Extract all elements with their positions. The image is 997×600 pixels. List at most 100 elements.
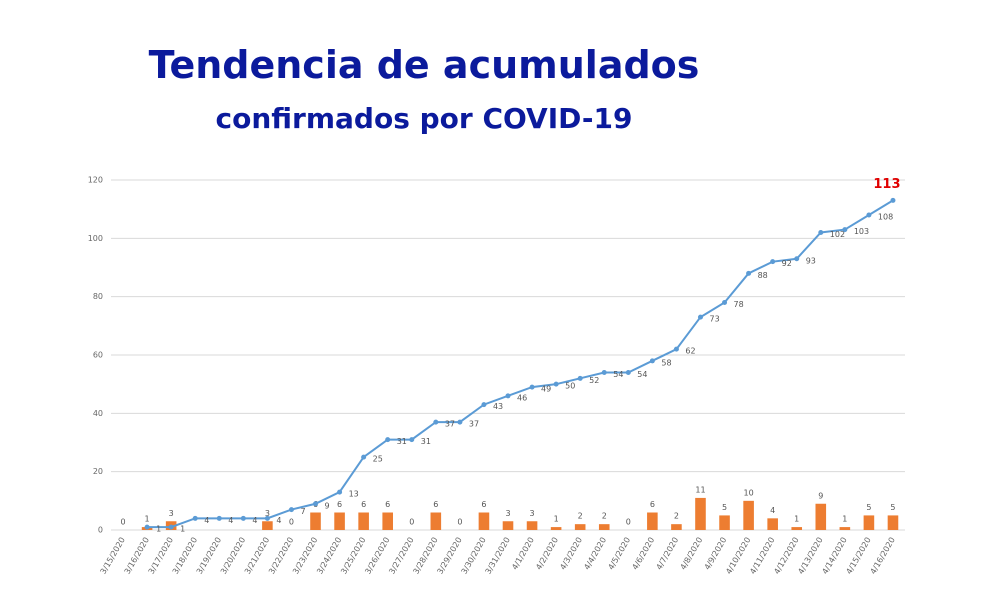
bar — [262, 521, 273, 530]
bar-label: 0 — [289, 518, 294, 527]
bar-label: 0 — [409, 518, 414, 527]
bar — [382, 512, 393, 530]
line-point — [722, 300, 728, 305]
line-point — [385, 437, 391, 443]
bar-label: 2 — [578, 512, 583, 521]
bar — [647, 512, 658, 530]
line-point — [264, 515, 270, 521]
line-point — [409, 437, 415, 443]
bar-label: 3 — [530, 509, 535, 518]
bar-label: 6 — [337, 500, 342, 509]
line-label: 43 — [493, 402, 503, 411]
bar — [791, 527, 803, 530]
line-point — [697, 314, 703, 320]
y-tick-label: 60 — [93, 351, 103, 360]
bar-label: 1 — [145, 515, 150, 524]
line-label: 46 — [517, 393, 527, 402]
chart-title: Tendencia de acumulados — [149, 43, 700, 87]
bar — [478, 512, 490, 530]
line-point — [192, 515, 198, 521]
line-label: 58 — [661, 358, 671, 367]
line-label: 93 — [806, 256, 816, 265]
bar — [358, 512, 369, 530]
line-label: 50 — [565, 382, 575, 391]
line-point — [168, 524, 174, 530]
bar-label: 4 — [770, 506, 775, 515]
bar-label: 0 — [626, 518, 631, 527]
bar-label: 11 — [695, 485, 705, 494]
bar — [550, 527, 562, 530]
bar-label: 6 — [361, 500, 366, 509]
y-tick-label: 120 — [88, 176, 103, 185]
line-label: 1 — [156, 525, 161, 534]
line-label: 108 — [878, 213, 893, 222]
bar-label: 5 — [866, 503, 871, 512]
line-point — [842, 227, 848, 233]
bar — [574, 524, 586, 530]
bar — [719, 515, 730, 530]
line-point — [433, 419, 439, 425]
line-point — [361, 454, 367, 460]
y-tick-label: 40 — [93, 409, 103, 418]
line-label: 13 — [349, 490, 359, 499]
bar — [310, 512, 321, 530]
y-tick-label: 100 — [88, 234, 103, 243]
line-label: 62 — [685, 347, 695, 356]
line-label: 4 — [252, 516, 257, 525]
bar-label: 6 — [433, 500, 438, 509]
line-point — [601, 370, 607, 375]
line-label: 73 — [709, 315, 719, 324]
bar-label: 1 — [554, 515, 559, 524]
line-point — [505, 393, 511, 399]
bar — [334, 512, 345, 530]
bar — [887, 515, 899, 530]
line-label: 4 — [204, 516, 209, 525]
line-label: 1 — [180, 525, 185, 534]
line-label: 9 — [325, 501, 330, 510]
line-label: 4 — [276, 516, 281, 525]
bar — [839, 527, 851, 530]
last-label: 113 — [873, 177, 900, 192]
bar-label: 10 — [744, 488, 754, 497]
bar — [743, 500, 754, 530]
line-point — [529, 384, 535, 390]
y-tick-label: 0 — [98, 526, 103, 535]
bar-label: 6 — [650, 500, 655, 509]
line-label: 25 — [373, 455, 383, 464]
line-label: 78 — [734, 300, 744, 309]
line-point — [818, 230, 824, 235]
line-point — [337, 489, 343, 495]
line-label: 88 — [758, 271, 768, 280]
bar — [430, 512, 442, 530]
line-label: 52 — [589, 376, 599, 385]
line-point — [890, 197, 896, 203]
line-label: 102 — [830, 230, 845, 239]
bar — [502, 521, 514, 530]
bar-label: 3 — [505, 509, 510, 518]
line-point — [144, 524, 150, 530]
line-point — [866, 212, 872, 218]
line-label: 37 — [445, 420, 455, 429]
line-label: 31 — [397, 437, 407, 446]
bar — [695, 497, 706, 530]
line-point — [216, 515, 222, 521]
line-point — [288, 507, 294, 513]
line-point — [313, 501, 319, 507]
bar-label: 0 — [120, 518, 125, 527]
bar-label: 5 — [890, 503, 895, 512]
chart-subtitle: confirmados por COVID-19 — [216, 102, 633, 135]
bar — [815, 503, 827, 530]
line-point — [481, 402, 487, 408]
line-label: 31 — [421, 437, 431, 446]
line-point — [794, 256, 800, 262]
bar-label: 6 — [385, 500, 390, 509]
line-label: 37 — [469, 420, 479, 429]
bar-label: 6 — [481, 500, 486, 509]
line-point — [673, 346, 679, 352]
line — [147, 199, 894, 529]
bar-label: 9 — [818, 491, 823, 500]
bar-label: 5 — [722, 503, 727, 512]
line-point — [457, 419, 463, 425]
line-point — [625, 370, 631, 375]
